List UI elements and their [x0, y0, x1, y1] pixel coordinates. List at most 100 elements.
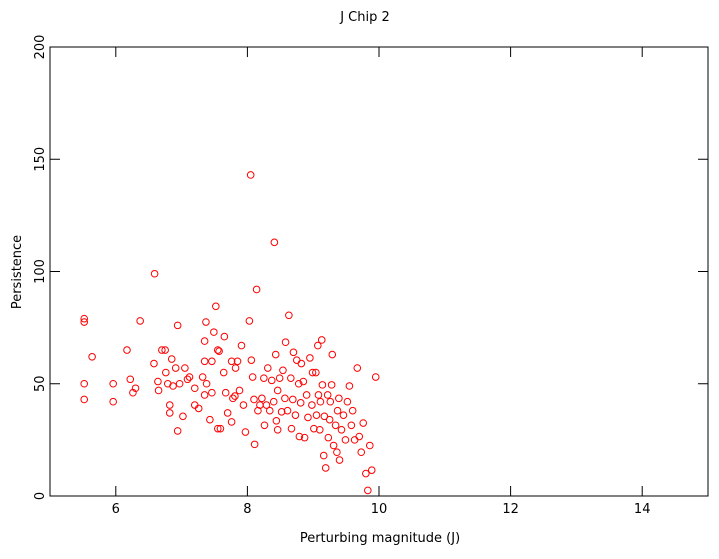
- point: [265, 406, 274, 415]
- point: [252, 285, 261, 294]
- point: [208, 357, 216, 366]
- x-tick-label: 6: [112, 502, 120, 517]
- point: [299, 377, 308, 386]
- point: [233, 357, 242, 366]
- point: [296, 399, 305, 407]
- point: [300, 433, 309, 442]
- point: [362, 469, 370, 478]
- point: [297, 359, 306, 368]
- point: [198, 373, 207, 381]
- point: [263, 364, 272, 372]
- point: [312, 368, 320, 377]
- point: [295, 432, 304, 441]
- point: [365, 441, 374, 450]
- point: [231, 392, 239, 400]
- point: [245, 317, 254, 325]
- point: [318, 381, 327, 389]
- point: [169, 382, 177, 390]
- point: [333, 406, 342, 415]
- plot-frame: [49, 46, 709, 497]
- point: [326, 397, 335, 406]
- point: [328, 350, 337, 359]
- point: [308, 401, 316, 409]
- point: [213, 424, 222, 433]
- point: [129, 388, 137, 397]
- x-tick-label: 14: [634, 502, 651, 517]
- point: [150, 359, 158, 368]
- x-tick-label: 8: [243, 502, 251, 517]
- y-tick-label: 150: [33, 147, 48, 172]
- point: [80, 314, 89, 323]
- point: [80, 379, 89, 388]
- point: [335, 456, 344, 464]
- point: [273, 386, 282, 395]
- point: [287, 424, 296, 433]
- point: [154, 386, 163, 395]
- point: [316, 397, 325, 406]
- point: [289, 395, 297, 404]
- point: [294, 379, 303, 388]
- point: [131, 384, 140, 393]
- point: [272, 416, 281, 425]
- point: [80, 318, 89, 326]
- point: [337, 425, 346, 434]
- point: [327, 381, 336, 389]
- point: [273, 425, 282, 434]
- point: [341, 436, 350, 444]
- point: [136, 317, 144, 325]
- point: [260, 374, 268, 382]
- point: [347, 421, 356, 430]
- point: [319, 451, 328, 460]
- point: [348, 406, 357, 415]
- point: [256, 401, 264, 409]
- point: [241, 428, 250, 436]
- y-tick-label: 100: [33, 259, 48, 284]
- point: [185, 373, 194, 381]
- point: [260, 421, 269, 430]
- point: [329, 441, 338, 450]
- point: [364, 486, 372, 495]
- point: [270, 238, 279, 247]
- point: [355, 432, 364, 441]
- point: [315, 425, 324, 434]
- point: [239, 401, 248, 409]
- point: [302, 391, 311, 399]
- point: [215, 347, 223, 355]
- point: [162, 368, 170, 377]
- point: [310, 424, 318, 433]
- point: [353, 364, 362, 372]
- point: [194, 404, 203, 413]
- point: [173, 321, 182, 330]
- point: [80, 395, 89, 404]
- point: [212, 302, 220, 311]
- point: [317, 336, 326, 344]
- point: [213, 346, 222, 354]
- point: [323, 391, 332, 399]
- point: [335, 394, 343, 403]
- point: [281, 338, 290, 347]
- point: [292, 356, 301, 364]
- point: [359, 419, 368, 427]
- point: [221, 388, 230, 397]
- point: [248, 373, 257, 381]
- point: [312, 411, 321, 419]
- point: [200, 337, 209, 345]
- point: [235, 386, 244, 395]
- point: [275, 374, 284, 382]
- point: [123, 346, 131, 354]
- point: [271, 350, 280, 359]
- point: [304, 413, 312, 422]
- point: [279, 366, 287, 375]
- point: [320, 412, 329, 421]
- point: [339, 411, 348, 419]
- y-axis-label: Persistence: [10, 235, 25, 309]
- point: [175, 379, 184, 388]
- point: [229, 394, 237, 403]
- point: [227, 357, 236, 366]
- point: [345, 382, 354, 390]
- point: [277, 408, 286, 416]
- point: [200, 357, 209, 366]
- point: [262, 401, 271, 409]
- point: [206, 415, 214, 424]
- point: [287, 374, 295, 382]
